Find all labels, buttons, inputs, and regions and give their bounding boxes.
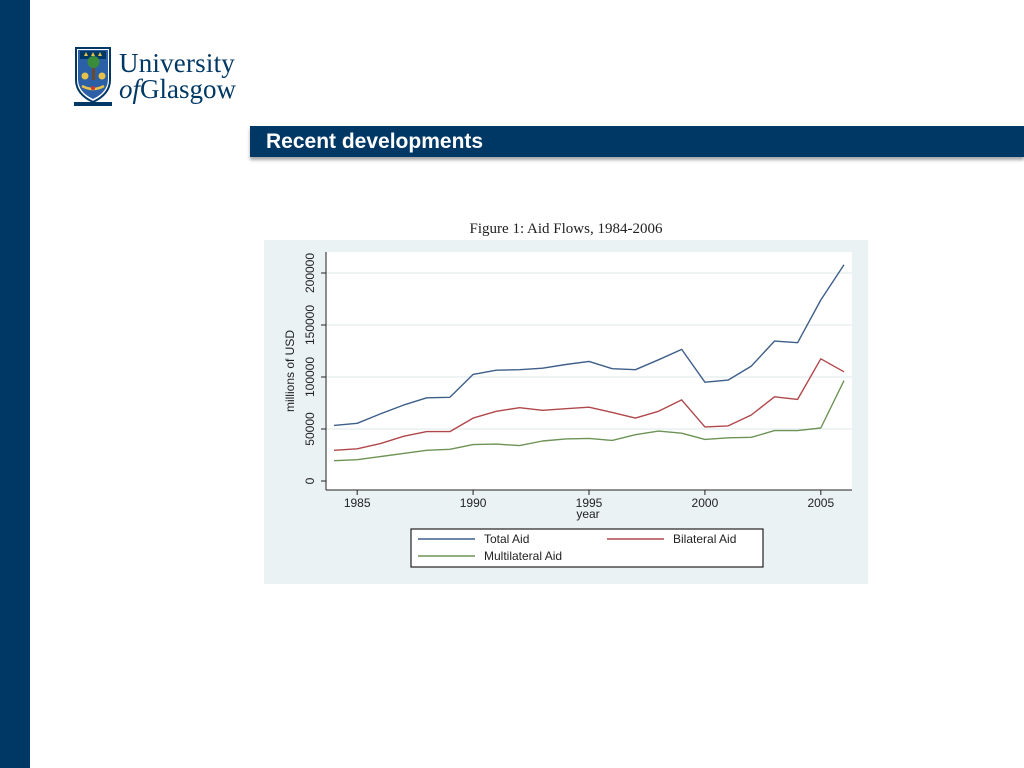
y-tick-label: 150000	[303, 305, 317, 345]
x-axis-label: year	[576, 507, 599, 521]
x-ticks: 1985 1990 1995 2000 2005	[344, 490, 834, 510]
logo-of-text: of	[119, 74, 141, 104]
series-line-bilateral-aid	[333, 358, 845, 451]
gridlines	[326, 272, 852, 430]
slide-title: Recent developments	[266, 130, 484, 153]
legend: Total Aid Bilateral Aid Multilateral Aid	[410, 528, 764, 568]
y-tick-label: 100000	[303, 357, 317, 397]
series-lines	[333, 264, 845, 462]
logo-university-text: University	[119, 48, 235, 78]
legend-label-bilateral-aid: Bilateral Aid	[673, 532, 736, 546]
aid-flows-chart: 0 50000 100000 150000 200000 1985 1990 1995 200…	[264, 240, 868, 584]
y-tick-label: 200000	[303, 253, 317, 293]
x-tick-label: 2005	[807, 496, 834, 510]
x-tick-label: 1985	[344, 496, 371, 510]
legend-box	[410, 528, 764, 568]
crest-icon	[74, 47, 112, 106]
title-bar: Recent developments	[250, 126, 1024, 157]
x-tick-label: 2000	[692, 496, 719, 510]
logo-glasgow-text: ofGlasgow	[119, 74, 236, 105]
x-tick-label: 1990	[460, 496, 487, 510]
figure-title: Figure 1: Aid Flows, 1984-2006	[469, 221, 663, 237]
y-tick-label: 50000	[303, 412, 317, 446]
university-logo: University ofGlasgow	[74, 46, 264, 110]
series-line-total-aid	[333, 264, 845, 427]
y-tick-label: 0	[303, 477, 317, 484]
legend-label-total-aid: Total Aid	[484, 532, 529, 546]
left-accent-bar	[0, 0, 30, 768]
y-ticks: 0 50000 100000 150000 200000	[303, 253, 326, 484]
plot-area	[326, 252, 852, 490]
legend-label-multilateral-aid: Multilateral Aid	[484, 549, 562, 563]
series-line-multilateral-aid	[333, 380, 845, 462]
y-axis-label: millions of USD	[283, 330, 297, 412]
logo-glasgow-word: Glasgow	[140, 74, 237, 104]
x-tick-label: 1995	[576, 496, 603, 510]
